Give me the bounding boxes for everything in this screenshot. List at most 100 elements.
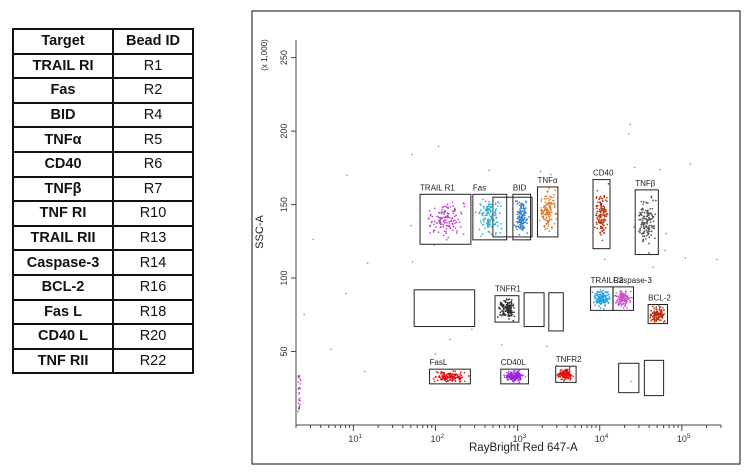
event-point (478, 228, 481, 231)
event-point (563, 380, 565, 382)
event-point (452, 205, 454, 207)
event-point (490, 233, 493, 236)
event-point (482, 212, 485, 214)
event-point (548, 230, 551, 233)
event-point (638, 218, 641, 221)
event-point (520, 204, 523, 206)
event-point (509, 306, 511, 308)
event-point (598, 300, 601, 302)
table-row: TNF RII R22 (12, 347, 194, 375)
event-point (538, 219, 541, 222)
event-point (595, 197, 598, 199)
event-point (645, 234, 648, 237)
tick-group: 50 100 150 200 250 101 102 103 104 105 (279, 50, 722, 444)
event-point (594, 292, 597, 295)
event-point (453, 373, 456, 376)
event-point (442, 223, 444, 226)
event-point (442, 220, 445, 223)
event-point (433, 229, 436, 232)
event-point (646, 231, 649, 234)
stray-event-point (630, 380, 632, 383)
event-point (606, 291, 609, 294)
event-point (487, 205, 490, 208)
event-point (549, 218, 551, 220)
event-point (640, 221, 643, 224)
bead-id-cell: R4 (112, 101, 194, 129)
table-row: TRAIL RII R13 (12, 224, 194, 252)
event-point (519, 226, 522, 228)
bead-id-cell: R16 (112, 273, 194, 301)
event-point (509, 309, 512, 311)
event-point (652, 220, 655, 223)
event-point (508, 310, 511, 312)
event-point (545, 217, 548, 220)
event-point (449, 376, 452, 379)
event-point (653, 311, 656, 314)
event-point (600, 234, 602, 236)
event-point (640, 224, 643, 226)
event-point (448, 379, 451, 382)
edge-event-point (299, 399, 301, 402)
target-cell: Fas (12, 77, 114, 104)
event-point (502, 308, 505, 311)
event-point (455, 232, 458, 234)
event-point (513, 369, 516, 372)
event-point (543, 205, 546, 208)
table-row: TNFα R5 (12, 126, 194, 153)
population-gate (634, 189, 659, 256)
population-gate (612, 286, 634, 311)
event-point (522, 213, 525, 215)
event-point (508, 318, 510, 320)
event-point (484, 217, 486, 220)
event-point (650, 230, 653, 233)
event-point (518, 216, 521, 219)
stray-event-point (689, 163, 692, 165)
event-point (561, 378, 564, 381)
event-point (513, 311, 515, 314)
bead-id-cell: R6 (112, 150, 194, 178)
event-point (449, 216, 451, 219)
event-point (545, 195, 548, 198)
event-point (598, 305, 600, 307)
event-point (518, 220, 521, 223)
event-point (516, 228, 518, 231)
event-point (488, 218, 490, 221)
table-row: TRAIL RI R1 (12, 52, 194, 80)
bead-id-table: Target Bead ID TRAIL RI R1 Fas R2 BID R4 TN… (12, 28, 194, 375)
event-point (544, 228, 546, 231)
event-point (600, 204, 603, 207)
table-row: BCL-2 R16 (12, 273, 194, 301)
event-point (521, 223, 524, 225)
target-cell: BCL-2 (12, 273, 114, 301)
event-point (642, 203, 644, 206)
event-point (546, 222, 548, 225)
event-point (429, 224, 432, 227)
event-point (490, 218, 493, 220)
event-point (650, 314, 652, 317)
event-point (569, 377, 572, 380)
event-point (503, 314, 505, 316)
event-point (451, 377, 454, 380)
event-point (550, 218, 553, 221)
event-point (643, 226, 646, 229)
column-header-target: Target (12, 28, 114, 55)
event-point (488, 225, 490, 228)
event-point (643, 201, 645, 203)
event-point (640, 200, 643, 203)
event-point (441, 377, 443, 380)
table-row: CD40 L R20 (12, 323, 194, 350)
event-point (599, 195, 602, 198)
event-point (505, 305, 507, 308)
event-point (497, 316, 499, 318)
event-point (443, 375, 446, 377)
event-point (596, 189, 599, 192)
event-point (596, 218, 599, 221)
event-point (432, 231, 435, 233)
event-point (617, 295, 620, 298)
event-point (458, 221, 461, 224)
event-point (618, 298, 621, 301)
event-point (528, 216, 530, 218)
event-point (459, 211, 462, 214)
event-point (564, 372, 567, 375)
event-point (509, 315, 512, 317)
